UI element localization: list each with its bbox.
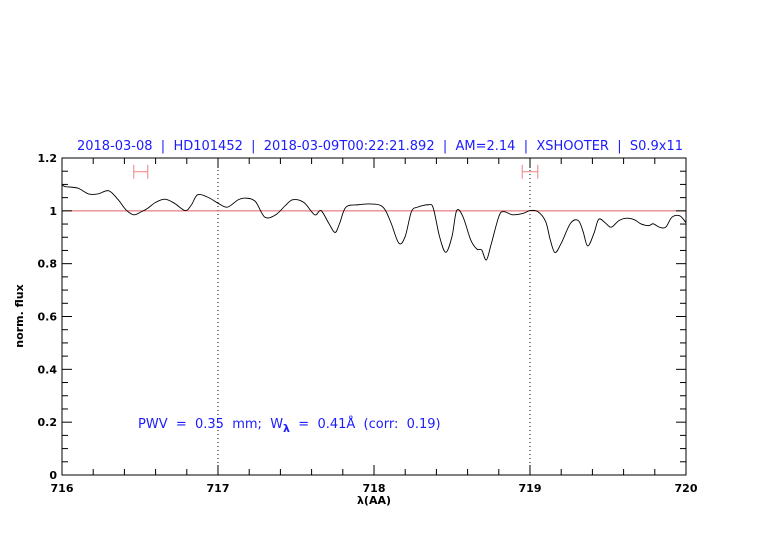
- y-axis-label: norm. flux: [13, 284, 26, 347]
- x-axis-label: λ(AA): [357, 494, 391, 507]
- y-tick-label: 1.2: [38, 152, 58, 165]
- y-tick-label: 0.2: [38, 416, 58, 429]
- y-tick-label: 0.4: [38, 363, 58, 376]
- x-tick-label: 717: [207, 482, 230, 495]
- y-tick-label: 0: [49, 469, 57, 482]
- x-tick-label: 719: [519, 482, 542, 495]
- x-tick-label: 716: [51, 482, 74, 495]
- y-tick-label: 0.8: [38, 258, 58, 271]
- y-tick-label: 0.6: [38, 311, 58, 324]
- x-tick-label: 720: [675, 482, 698, 495]
- pwv-annotation: PWV = 0.35 mm; Wλ = 0.41Å (corr: 0.19): [138, 416, 441, 435]
- spectrum-line: [61, 184, 687, 261]
- x-tick-label: 718: [363, 482, 386, 495]
- chart-title: 2018-03-08 | HD101452 | 2018-03-09T00:22…: [77, 139, 683, 154]
- y-tick-label: 1: [49, 205, 57, 218]
